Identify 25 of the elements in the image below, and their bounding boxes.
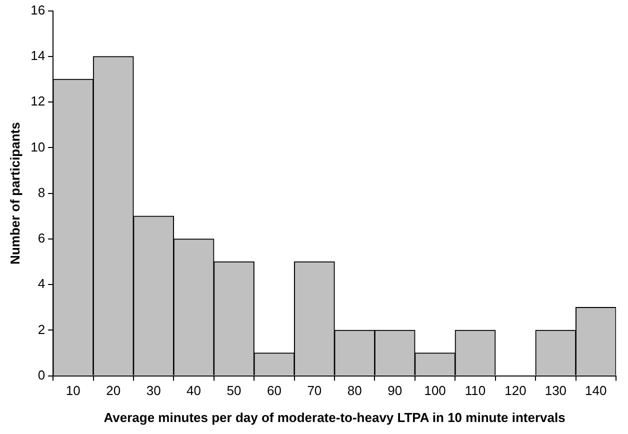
x-tick-label: 30 — [146, 383, 161, 398]
x-tick-label: 130 — [544, 383, 567, 398]
x-tick-label: 20 — [106, 383, 121, 398]
y-tick-label: 10 — [30, 139, 46, 154]
y-tick-label: 16 — [30, 2, 46, 18]
y-tick-label: 2 — [38, 322, 46, 337]
y-tick-label: 14 — [30, 48, 46, 64]
x-tick-label: 60 — [266, 383, 282, 398]
x-tick-label: 90 — [388, 383, 402, 398]
x-tick-label: 140 — [585, 383, 607, 398]
y-tick-label: 4 — [38, 276, 46, 292]
x-tick-label: 100 — [424, 383, 446, 398]
x-tick-label: 10 — [66, 383, 80, 398]
x-tick-label: 120 — [504, 383, 526, 398]
x-tick-label: 80 — [347, 383, 362, 398]
x-tick-label: 40 — [186, 383, 202, 398]
y-axis-title: Number of participants — [7, 122, 22, 264]
y-tick-label: 6 — [38, 230, 46, 246]
y-tick-label: 8 — [38, 184, 46, 200]
x-tick-label: 70 — [307, 383, 322, 398]
x-tick-label: 50 — [226, 383, 242, 398]
x-tick-label: 110 — [464, 383, 486, 398]
y-tick-label: 12 — [30, 94, 46, 109]
x-axis-title: Average minutes per day of moderate-to-heavy LTPA in 10 minute intervals — [104, 410, 566, 425]
y-tick-label: 0 — [38, 367, 46, 382]
